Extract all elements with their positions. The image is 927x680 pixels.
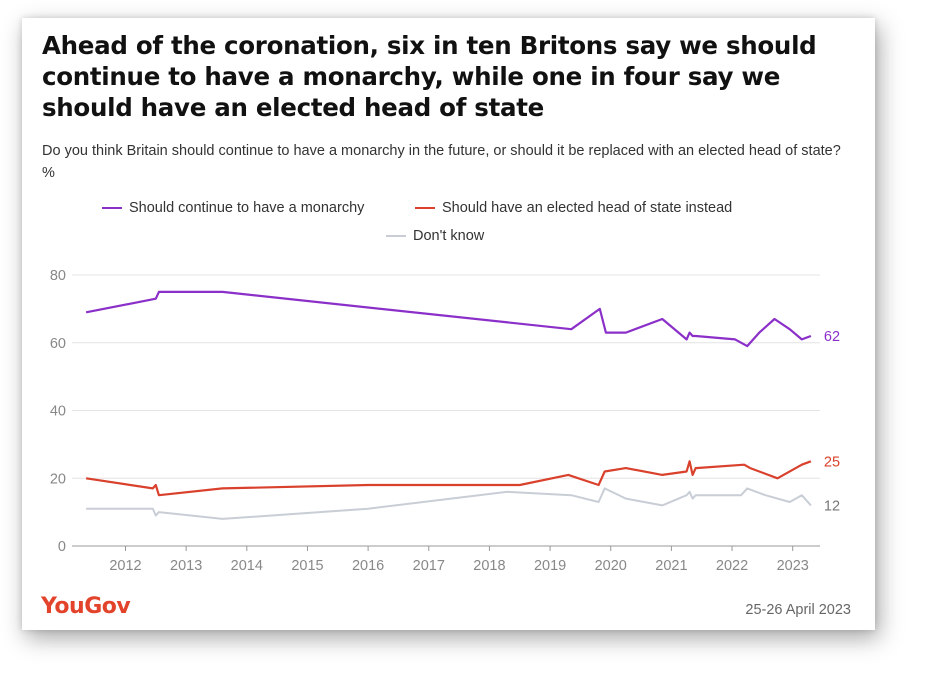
x-tick-label: 2014 — [231, 558, 263, 574]
legend-label-monarchy: Should continue to have a monarchy — [129, 200, 365, 216]
x-tick-label: 2021 — [655, 558, 687, 574]
series-line-monarchy — [85, 290, 812, 348]
x-tick-label: 2020 — [595, 558, 627, 574]
legend-swatch-elected — [415, 206, 435, 210]
legend-item-monarchy: Should continue to have a monarchy — [102, 200, 364, 216]
legend-item-dont-know: Don't know — [386, 228, 484, 244]
end-label-elected: 25 — [824, 454, 840, 470]
series-line-dont-know — [86, 487, 812, 520]
chart-subtitle: Do you think Britain should continue to … — [42, 143, 841, 181]
chart-title: Ahead of the coronation, six in ten Brit… — [42, 31, 817, 122]
end-label-dont-know: 12 — [824, 498, 840, 514]
legend-item-elected: Should have an elected head of state ins… — [415, 200, 732, 216]
x-tick-label: 2016 — [352, 558, 384, 574]
x-tick-label: 2017 — [413, 558, 445, 574]
y-tick-label: 0 — [58, 539, 66, 555]
x-tick-label: 2013 — [170, 558, 202, 574]
legend-label-dont-know: Don't know — [413, 228, 485, 244]
x-tick-label: 2015 — [291, 558, 323, 574]
yougov-logo: YouGov — [41, 594, 131, 619]
fieldwork-date: 25-26 April 2023 — [745, 602, 851, 618]
legend-swatch-dont-know — [386, 234, 406, 238]
legend-label-elected: Should have an elected head of state ins… — [442, 200, 733, 216]
x-tick-label: 2023 — [777, 558, 809, 574]
y-tick-label: 80 — [50, 268, 66, 284]
y-tick-label: 60 — [50, 336, 66, 352]
y-tick-label: 20 — [50, 471, 66, 487]
line-chart: 0 20 40 60 80 2012 2013 2014 2015 2016 2017 2018 201… — [50, 268, 840, 574]
end-label-monarchy: 62 — [824, 329, 840, 345]
series-line-elected — [85, 460, 812, 497]
x-tick-label: 2022 — [716, 558, 748, 574]
x-tick-label: 2012 — [109, 558, 141, 574]
x-tick-label: 2019 — [534, 558, 566, 574]
chart-card: Ahead of the coronation, six in ten Brit… — [22, 18, 875, 630]
y-tick-label: 40 — [50, 404, 66, 420]
legend-swatch-monarchy — [102, 206, 122, 210]
x-tick-label: 2018 — [473, 558, 505, 574]
